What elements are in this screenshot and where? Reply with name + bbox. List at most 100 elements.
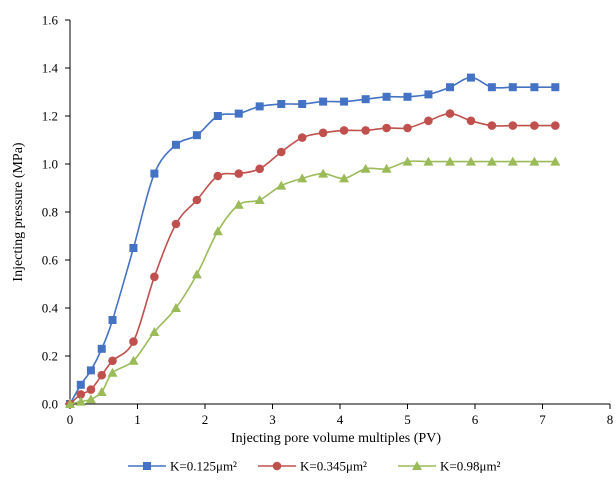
data-point-series-3 xyxy=(75,396,86,406)
data-point-series-2 xyxy=(234,169,244,178)
data-point-series-1 xyxy=(508,83,517,92)
data-point-series-1 xyxy=(319,97,328,106)
data-point-series-3 xyxy=(170,303,181,312)
data-point-series-3 xyxy=(85,394,96,404)
x-tick-label: 4 xyxy=(337,412,344,427)
data-point-series-2 xyxy=(424,116,433,126)
legend-label-1: K=0.125μm² xyxy=(170,459,237,474)
data-point-series-1 xyxy=(108,316,117,324)
legend-label-3: K=0.98μm² xyxy=(440,459,501,474)
data-point-series-2 xyxy=(76,390,86,399)
data-point-series-1 xyxy=(76,380,85,389)
data-point-series-2 xyxy=(361,126,370,135)
data-point-series-2 xyxy=(150,272,159,282)
x-tick-label: 6 xyxy=(472,412,479,427)
data-point-series-2 xyxy=(86,385,96,394)
data-point-series-2 xyxy=(445,109,455,118)
data-point-series-2 xyxy=(297,133,307,142)
legend-marker-3 xyxy=(412,461,422,470)
data-point-series-1 xyxy=(361,95,370,104)
data-point-series-1 xyxy=(298,100,307,108)
data-point-series-3 xyxy=(339,173,350,183)
data-point-series-3 xyxy=(423,156,434,166)
legend-marker-2 xyxy=(272,461,282,471)
data-point-series-3 xyxy=(507,156,518,166)
x-tick-label: 5 xyxy=(404,412,411,427)
legend: K=0.125μm² K=0.345μm² K=0.98μm² xyxy=(128,459,501,474)
data-point-series-2 xyxy=(530,121,539,130)
data-point-series-3 xyxy=(212,226,223,236)
data-point-series-3 xyxy=(550,156,561,166)
y-tick-label: 0.4 xyxy=(42,301,59,316)
y-tick-label: 0.2 xyxy=(42,349,58,364)
data-point-series-2 xyxy=(487,121,497,130)
data-point-series-1 xyxy=(530,83,539,92)
x-tick-label: 1 xyxy=(134,412,141,427)
data-point-series-1 xyxy=(277,100,286,108)
data-point-series-3 xyxy=(65,399,75,408)
data-point-series-1 xyxy=(424,90,433,99)
data-point-series-2 xyxy=(255,164,264,174)
data-point-series-3 xyxy=(297,173,308,183)
data-point-series-1 xyxy=(129,244,138,252)
data-point-series-1 xyxy=(487,83,496,92)
data-point-series-2 xyxy=(339,126,349,135)
legend-marker-1 xyxy=(143,462,151,470)
legend-label-2: K=0.345μm² xyxy=(300,459,367,474)
data-point-series-3 xyxy=(402,156,413,166)
data-point-series-3 xyxy=(128,355,139,365)
data-point-series-2 xyxy=(108,356,117,366)
x-tick-label: 7 xyxy=(539,412,546,427)
data-point-series-2 xyxy=(508,121,518,130)
data-point-series-3 xyxy=(465,156,476,166)
data-point-series-3 xyxy=(233,199,244,209)
data-point-series-3 xyxy=(360,163,371,173)
data-point-series-2 xyxy=(382,123,391,133)
data-point-series-2 xyxy=(276,147,286,157)
data-point-series-1 xyxy=(446,83,455,92)
data-point-series-2 xyxy=(192,195,202,205)
plot-area: 0.0 0.2 0.4 0.6 0.8 1.0 1.2 1.4 1.6 0 1 2 3 4 5 6 7 8 xyxy=(42,13,614,428)
x-tick-label: 0 xyxy=(67,412,74,427)
data-point-series-2 xyxy=(466,116,476,126)
data-point-series-3 xyxy=(445,156,456,166)
y-tick-label: 0.8 xyxy=(42,205,58,220)
data-point-series-2 xyxy=(318,128,328,138)
data-point-series-2 xyxy=(551,121,560,130)
y-tick-label: 1.2 xyxy=(42,109,58,124)
data-point-series-1 xyxy=(340,97,349,106)
x-tick-label: 3 xyxy=(269,412,276,427)
y-tick-label: 1.0 xyxy=(42,157,58,172)
y-tick-label: 0.6 xyxy=(42,253,59,268)
data-point-series-1 xyxy=(382,92,391,101)
data-point-series-3 xyxy=(276,180,287,190)
data-point-series-1 xyxy=(171,140,180,149)
data-point-series-3 xyxy=(107,367,118,377)
data-point-series-1 xyxy=(466,73,475,82)
x-tick-label: 2 xyxy=(202,412,209,427)
data-point-series-3 xyxy=(96,387,107,396)
data-point-series-2 xyxy=(213,171,223,181)
data-point-series-1 xyxy=(551,83,560,92)
data-point-series-3 xyxy=(191,269,202,279)
data-point-series-3 xyxy=(254,195,265,204)
x-tick-label: 8 xyxy=(607,412,614,427)
data-point-series-2 xyxy=(403,123,412,133)
data-point-series-2 xyxy=(97,370,107,380)
data-point-series-1 xyxy=(213,112,222,120)
y-tick-label: 1.4 xyxy=(42,61,59,76)
data-point-series-1 xyxy=(86,366,95,375)
data-point-series-1 xyxy=(192,131,201,140)
x-axis-label: Injecting pore volume multiples (PV) xyxy=(231,431,441,446)
data-point-series-1 xyxy=(255,102,264,111)
data-point-series-1 xyxy=(150,169,159,178)
y-tick-label: 0.0 xyxy=(42,397,58,412)
data-point-series-3 xyxy=(381,163,392,173)
data-point-series-1 xyxy=(403,92,412,101)
data-point-series-3 xyxy=(486,156,497,166)
y-axis-label: Injecting pressure (MPa) xyxy=(11,142,26,282)
data-point-series-2 xyxy=(129,337,138,346)
data-point-series-1 xyxy=(97,344,106,353)
